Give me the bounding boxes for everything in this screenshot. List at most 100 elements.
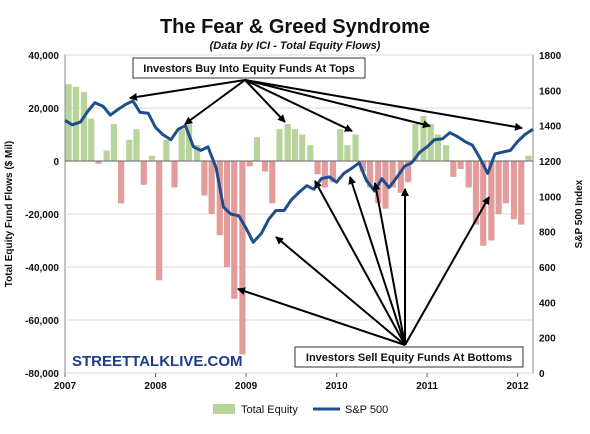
bar-total-equity xyxy=(397,161,404,193)
bar-total-equity xyxy=(359,161,366,172)
right-tick-label: 1200 xyxy=(539,157,562,168)
arrows-bottoms xyxy=(237,176,490,346)
x-tick-label: 2011 xyxy=(416,381,438,392)
bar-total-equity xyxy=(352,134,359,161)
arrow-top-2009 xyxy=(244,79,286,123)
bar-total-equity xyxy=(216,161,223,236)
callout-bottoms: Investors Sell Equity Funds At Bottoms xyxy=(306,352,512,364)
bar-series-total-equity xyxy=(65,84,532,355)
bar-total-equity xyxy=(450,161,457,177)
bar-total-equity xyxy=(299,134,306,161)
x-tick-label: 2008 xyxy=(144,381,167,392)
legend-label-total-equity: Total Equity xyxy=(241,404,298,416)
bar-total-equity xyxy=(434,134,442,161)
bar-total-equity xyxy=(291,129,299,161)
bar-total-equity xyxy=(194,145,201,161)
left-axis-label: Total Equity Fund Flows ($ Mil) xyxy=(4,141,15,287)
left-axis-ticks: 40,000 20,000 0 -20,000 -40,000 -60,000 -80,00… xyxy=(25,51,59,380)
left-tick-label: -20,000 xyxy=(25,210,59,221)
arrows-tops xyxy=(129,79,523,132)
watermark-streettalklive: STREETTALKLIVE.COM xyxy=(72,353,243,370)
bar-total-equity xyxy=(337,129,344,161)
bar-total-equity xyxy=(269,161,276,204)
right-tick-label: 1600 xyxy=(539,86,562,97)
bar-total-equity xyxy=(110,123,117,161)
bar-total-equity xyxy=(495,161,502,214)
arrow-top-2007 xyxy=(129,79,246,101)
bar-total-equity xyxy=(88,118,95,161)
right-tick-label: 200 xyxy=(539,334,556,345)
bar-total-equity xyxy=(163,139,170,161)
bar-total-equity xyxy=(208,161,215,214)
arrow-top-2008 xyxy=(184,79,246,125)
bar-total-equity xyxy=(201,161,208,196)
arrow-bottom-2010c xyxy=(372,182,406,346)
right-tick-label: 1800 xyxy=(539,51,562,62)
line-series-sp500 xyxy=(64,99,534,244)
x-axis-ticks: 2007 2008 2009 2010 2011 2012 xyxy=(54,373,529,392)
bar-total-equity xyxy=(185,123,193,161)
callout-box-tops xyxy=(132,57,366,79)
legend: Total Equity S&P 500 xyxy=(213,404,388,416)
bar-total-equity xyxy=(420,115,427,161)
bar-total-equity xyxy=(126,139,133,161)
right-tick-label: 600 xyxy=(539,263,556,274)
bar-total-equity xyxy=(246,161,253,167)
grid-lines xyxy=(65,54,533,374)
bar-total-equity xyxy=(510,161,518,220)
legend-label-sp500: S&P 500 xyxy=(345,404,388,416)
bar-total-equity xyxy=(344,145,351,161)
right-axis-ticks: 1800 1600 1400 1200 1000 800 600 400 200 0 xyxy=(539,51,562,380)
arrow-top-2010 xyxy=(244,79,353,132)
x-tick-label: 2009 xyxy=(235,381,258,392)
left-tick-label: 0 xyxy=(53,157,59,168)
left-tick-label: -40,000 xyxy=(25,263,59,274)
bar-total-equity xyxy=(239,161,246,355)
bar-total-equity xyxy=(231,161,238,299)
callout-tops: Investors Buy Into Equity Funds At Tops xyxy=(143,63,354,75)
bar-total-equity xyxy=(443,145,450,161)
bar-total-equity xyxy=(472,161,480,225)
arrow-bottom-2011 xyxy=(404,196,490,346)
arrow-bottom-2009 xyxy=(275,236,406,346)
right-axis-label: S&P 500 Index xyxy=(574,179,585,248)
bar-total-equity xyxy=(103,150,110,161)
bar-total-equity xyxy=(178,129,185,161)
right-tick-label: 1400 xyxy=(539,122,562,133)
right-tick-label: 0 xyxy=(539,369,545,380)
bar-total-equity xyxy=(140,161,147,185)
x-tick-label: 2007 xyxy=(54,381,77,392)
chart-subtitle: (Data by ICI - Total Equity Flows) xyxy=(210,40,381,52)
bar-total-equity xyxy=(525,155,532,161)
bar-total-equity xyxy=(314,161,321,175)
bar-total-equity xyxy=(518,161,525,225)
x-tick-label: 2010 xyxy=(325,381,348,392)
bar-total-equity xyxy=(95,161,102,164)
left-tick-label: -80,000 xyxy=(25,369,59,380)
bar-total-equity xyxy=(321,161,328,188)
bar-total-equity xyxy=(253,137,260,161)
bar-total-equity xyxy=(156,161,163,281)
legend-swatch-total-equity xyxy=(213,404,235,414)
bar-total-equity xyxy=(488,161,495,241)
callout-box-bottoms xyxy=(294,346,524,368)
bar-total-equity xyxy=(502,161,509,204)
bar-total-equity xyxy=(465,161,472,188)
bar-total-equity xyxy=(261,161,269,172)
right-tick-label: 1000 xyxy=(539,192,562,203)
arrow-top-2011 xyxy=(244,79,431,129)
arrow-bottom-2010b xyxy=(348,176,406,346)
bar-total-equity xyxy=(366,161,374,188)
bar-total-equity xyxy=(276,129,283,161)
bar-total-equity xyxy=(404,161,412,183)
bar-total-equity xyxy=(284,123,291,161)
chart-title: The Fear & Greed Syndrome xyxy=(160,16,430,38)
bar-total-equity xyxy=(133,129,140,161)
left-tick-label: 40,000 xyxy=(28,51,59,62)
bar-total-equity xyxy=(412,123,419,161)
right-tick-label: 400 xyxy=(539,298,556,309)
bar-total-equity xyxy=(118,161,125,204)
bar-total-equity xyxy=(80,92,88,161)
